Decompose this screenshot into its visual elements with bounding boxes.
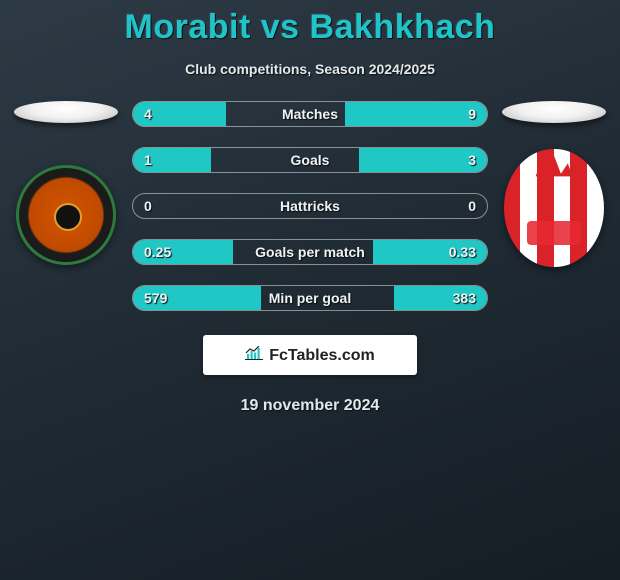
right-marker-pill bbox=[502, 101, 606, 123]
page-title: Morabit vs Bakhkhach bbox=[0, 8, 620, 47]
comparison-card: Morabit vs Bakhkhach Club competitions, … bbox=[0, 0, 620, 415]
stat-row: 579Min per goal383 bbox=[132, 285, 488, 311]
stat-text: 4Matches9 bbox=[132, 101, 488, 127]
stat-label: Goals bbox=[132, 152, 488, 168]
brand-box[interactable]: FcTables.com bbox=[203, 335, 417, 375]
stat-label: Goals per match bbox=[132, 244, 488, 260]
vs-separator: vs bbox=[261, 8, 300, 46]
left-side bbox=[6, 101, 126, 265]
date-text: 19 november 2024 bbox=[0, 397, 620, 415]
club-crest-left bbox=[16, 165, 116, 265]
stat-text: 0Hattricks0 bbox=[132, 193, 488, 219]
barchart-icon bbox=[245, 346, 263, 360]
player-right-name: Bakhkhach bbox=[310, 8, 496, 46]
stat-row: 1Goals3 bbox=[132, 147, 488, 173]
club-crest-right bbox=[504, 149, 604, 267]
brand-text: FcTables.com bbox=[269, 347, 375, 365]
stat-row: 0Hattricks0 bbox=[132, 193, 488, 219]
stat-row: 0.25Goals per match0.33 bbox=[132, 239, 488, 265]
stat-row: 4Matches9 bbox=[132, 101, 488, 127]
stat-label: Min per goal bbox=[132, 290, 488, 306]
left-marker-pill bbox=[14, 101, 118, 123]
stat-label: Hattricks bbox=[132, 198, 488, 214]
player-left-name: Morabit bbox=[125, 8, 251, 46]
brand: FcTables.com bbox=[245, 346, 375, 365]
subtitle: Club competitions, Season 2024/2025 bbox=[0, 61, 620, 77]
content-row: 4Matches9 1Goals3 0Hattricks0 0.25Goals per… bbox=[0, 101, 620, 311]
stat-text: 579Min per goal383 bbox=[132, 285, 488, 311]
stat-text: 0.25Goals per match0.33 bbox=[132, 239, 488, 265]
stat-text: 1Goals3 bbox=[132, 147, 488, 173]
right-side bbox=[494, 101, 614, 267]
stats-column: 4Matches9 1Goals3 0Hattricks0 0.25Goals per… bbox=[126, 101, 494, 311]
stat-label: Matches bbox=[132, 106, 488, 122]
